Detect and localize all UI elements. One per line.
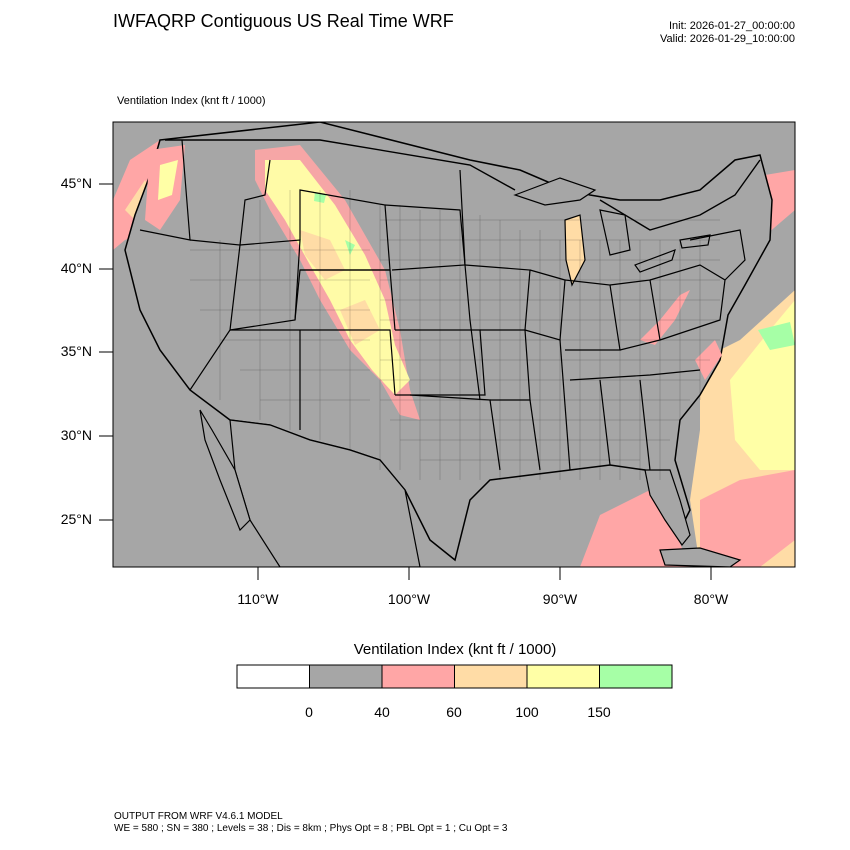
legend-label-2: 60 (446, 704, 462, 720)
field-label: Ventilation Index (knt ft / 1000) (117, 95, 266, 107)
legend-label-0: 0 (305, 704, 313, 720)
florida-peninsula (644, 469, 691, 547)
lake-erie (634, 249, 676, 273)
canada-border (165, 139, 761, 231)
northwest-yellow-patch (158, 160, 178, 200)
county-texture (190, 190, 720, 480)
lon-label-80: 80°W (693, 591, 729, 607)
state-boundaries (139, 139, 746, 471)
lat-label-45: 45°N (60, 175, 92, 191)
footer-options: WE = 580 ; SN = 380 ; Levels = 38 ; Dis … (114, 823, 508, 834)
init-time: Init: 2026-01-27_00:00:00 (669, 20, 795, 32)
lon-label-110: 110°W (237, 591, 279, 607)
legend-bin-2 (381, 664, 455, 689)
appalachian-pink-band (640, 290, 690, 345)
lat-label-40: 40°N (60, 260, 92, 276)
legend-bin-5 (599, 664, 673, 689)
legend-label-4: 150 (587, 704, 611, 720)
lat-label-30: 30°N (60, 427, 92, 443)
lat-label-25: 25°N (60, 511, 92, 527)
lake-huron (599, 209, 631, 256)
lon-label-100: 100°W (387, 591, 431, 607)
rockies-yellow-band (265, 160, 410, 395)
map-frame (112, 121, 796, 568)
axis-ticks (99, 183, 712, 580)
baja-peninsula (199, 409, 251, 532)
lon-label-90: 90°W (542, 591, 578, 607)
legend-label-3: 100 (515, 704, 539, 720)
lake-superior (513, 177, 597, 206)
lake-ontario (679, 234, 711, 249)
valid-time: Valid: 2026-01-29_10:00:00 (660, 33, 795, 45)
lat-label-35: 35°N (60, 343, 92, 359)
legend-colorbar (236, 664, 673, 689)
atlantic-green-area (758, 322, 795, 350)
legend-title: Ventilation Index (knt ft / 1000) (353, 641, 557, 658)
page-title: IWFAQRP Contiguous US Real Time WRF (113, 11, 454, 31)
legend-bin-4 (526, 664, 600, 689)
legend-bin-1 (309, 664, 383, 689)
legend-bin-0 (236, 664, 310, 689)
lake-michigan (564, 214, 586, 287)
legend-label-1: 40 (374, 704, 390, 720)
cuba-island (659, 547, 742, 567)
footer-model: OUTPUT FROM WRF V4.6.1 MODEL (114, 811, 283, 822)
legend-bin-3 (454, 664, 528, 689)
carolina-pink-band (695, 340, 722, 380)
rockies-green-patches (314, 192, 355, 255)
rockies-orange-patches (300, 230, 380, 345)
caribbean-pink-area (700, 470, 795, 567)
